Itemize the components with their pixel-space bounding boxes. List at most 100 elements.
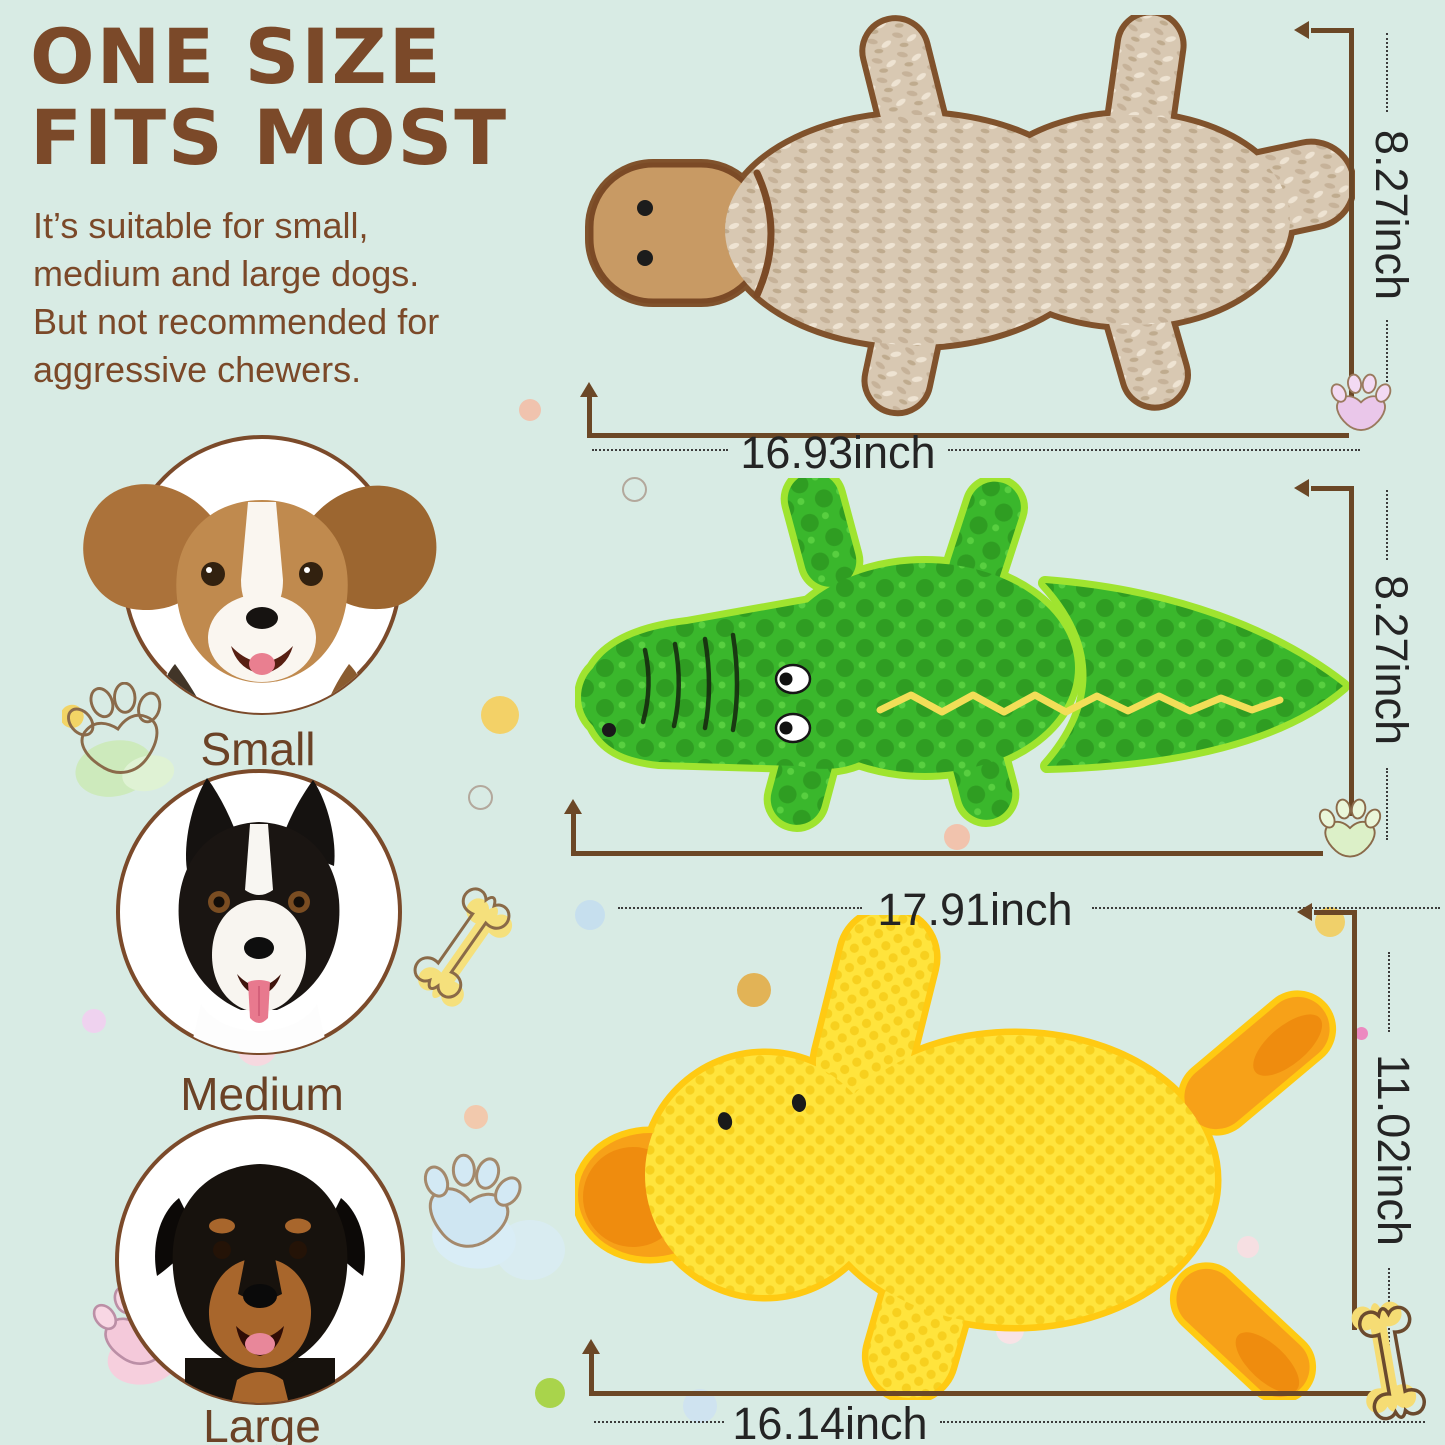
extension-line: [594, 1421, 724, 1423]
duck-toy-image: [575, 915, 1337, 1400]
crocodile-body: [581, 478, 1343, 825]
description-line: It’s suitable for small,: [33, 205, 369, 246]
paw-print-icon: [62, 682, 175, 797]
extension-line: [592, 449, 728, 451]
measure-line-vertical: [1352, 910, 1357, 1330]
extension-line: [940, 1421, 1425, 1423]
size-label-large: Large: [203, 1400, 321, 1445]
extension-line: [618, 907, 862, 909]
crocodile-nostril: [602, 723, 616, 737]
paw-print-icon: [1330, 373, 1392, 431]
dimension-height-label: 8.27inch: [1366, 574, 1417, 746]
duck-eyes: [717, 1094, 807, 1130]
dog-photo-small-beagle: [83, 435, 437, 715]
extension-line: [948, 449, 1360, 451]
dimension-length-label: 16.93inch: [740, 427, 936, 478]
decor-ring: [468, 785, 493, 810]
extension-line: [1386, 33, 1388, 112]
beagle-tongue: [249, 653, 275, 675]
measure-line-horizontal: [589, 1391, 1386, 1396]
dimension-length-label: 16.14inch: [732, 1398, 928, 1445]
decor-dot: [575, 900, 605, 930]
description-text: It’s suitable for small, medium and larg…: [33, 202, 439, 394]
bone-icon: [413, 887, 513, 1007]
decor-dot: [944, 824, 970, 850]
beagle-eye: [299, 562, 323, 586]
paw-print-icon: [1318, 798, 1382, 858]
rottweiler-brow: [209, 1218, 235, 1234]
beagle-mouth: [231, 646, 293, 674]
crocodile-snout-stripes: [640, 632, 740, 733]
arrow-up-icon: [564, 799, 582, 814]
beagle-eye: [201, 562, 225, 586]
extension-line: [1386, 768, 1388, 840]
duck-foot: [1176, 1268, 1310, 1398]
platypus-bill-seam: [753, 169, 775, 299]
rottweiler-nose: [243, 1284, 277, 1308]
extension-line: [1386, 320, 1388, 398]
platypus-body: [725, 15, 1352, 411]
measure-line-vertical: [1349, 486, 1354, 816]
platypus-eye: [637, 250, 653, 266]
rottweiler-brow: [285, 1218, 311, 1234]
title-line: FITS MOST: [30, 93, 509, 183]
arrow-up-icon: [580, 382, 598, 397]
crocodile-eyes: [774, 663, 812, 744]
beagle-muzzle: [208, 594, 316, 682]
beagle-nose: [246, 607, 278, 629]
arrow-up-icon: [582, 1339, 600, 1354]
arrow-left-icon: [1294, 21, 1309, 39]
measure-line: [571, 813, 576, 856]
bone-icon: [1351, 1301, 1426, 1421]
arrow-left-icon: [1294, 479, 1309, 497]
measure-line: [1311, 486, 1354, 491]
rottweiler-tongue: [245, 1333, 275, 1355]
arrow-left-icon: [1297, 903, 1312, 921]
decor-dot: [737, 973, 771, 1007]
decor-dot: [519, 399, 541, 421]
dimension-height-label: 11.02inch: [1368, 1054, 1419, 1246]
page-title: ONE SIZE FITS MOST: [30, 16, 508, 179]
dimension-height-label: 8.27inch: [1366, 129, 1417, 301]
collie-nose: [244, 937, 274, 959]
extension-line: [1388, 952, 1390, 1032]
measure-line: [589, 1353, 594, 1396]
paw-print-icon: [423, 1153, 522, 1269]
decor-dot: [1237, 1236, 1259, 1258]
rottweiler-muzzle: [208, 1258, 312, 1368]
decor-dot: [464, 1105, 488, 1129]
beagle-blaze: [241, 502, 283, 616]
size-label-medium: Medium: [180, 1068, 344, 1120]
dimension-length-label: 17.91inch: [877, 884, 1073, 935]
rottweiler-eye: [289, 1241, 307, 1259]
title-line: ONE SIZE: [30, 12, 443, 101]
rottweiler-eye: [213, 1241, 231, 1259]
crocodile-toy-image: [575, 478, 1350, 832]
crocodile-spine: [876, 691, 1284, 716]
measure-line-horizontal: [571, 851, 1323, 856]
dog-photo-large-rottweiler: [115, 1115, 405, 1405]
collie-blaze: [245, 824, 273, 895]
decor-dot: [1355, 1027, 1368, 1040]
decor-dot: [481, 696, 519, 734]
description-line: But not recommended for: [33, 300, 440, 342]
description-line: aggressive chewers.: [33, 348, 362, 390]
measure-line: [587, 396, 592, 438]
decor-dot: [535, 1378, 565, 1408]
description-line: medium and large dogs.: [33, 252, 420, 294]
measure-line: [1311, 28, 1354, 33]
decor-dot: [82, 1009, 106, 1033]
decor-ring: [622, 477, 647, 502]
platypus-toy-image: [585, 15, 1355, 417]
extension-line: [1386, 490, 1388, 560]
extension-line: [1092, 907, 1440, 909]
dog-photo-medium-border-collie: [116, 769, 402, 1055]
collie-mouth: [237, 974, 281, 996]
duck-foot: [1184, 996, 1330, 1130]
platypus-eye: [637, 200, 653, 216]
measure-line-horizontal: [587, 433, 1349, 438]
duck-body: [645, 915, 1215, 1398]
measure-line-vertical: [1349, 28, 1354, 416]
size-label-small: Small: [200, 723, 316, 775]
